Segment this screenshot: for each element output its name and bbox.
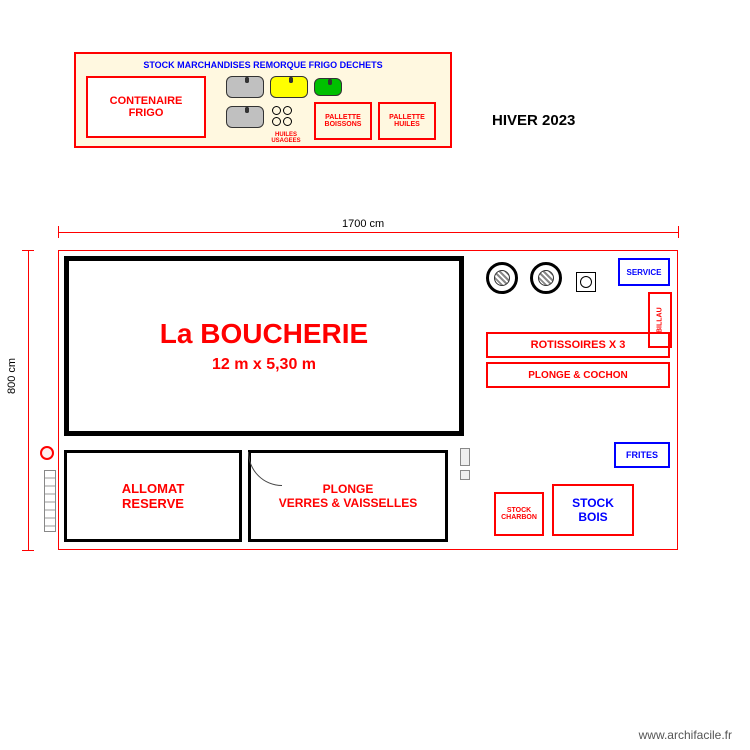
- season-label: HIVER 2023: [492, 112, 575, 129]
- pallette-huiles: PALLETTE HUILES: [378, 102, 436, 140]
- dim-horizontal-tick-l: [58, 226, 59, 238]
- huiles-usagees-label: HUILES USAGEES: [266, 132, 306, 144]
- plonge-cochon-box: PLONGE & COCHON: [486, 362, 670, 388]
- rotisserie-circle-2: [530, 262, 562, 294]
- footer-link[interactable]: www.archifacile.fr: [639, 728, 732, 742]
- side-rack: [44, 470, 56, 532]
- stock-charbon-box: STOCK CHARBON: [494, 492, 544, 536]
- small-equipment-icon: [576, 272, 596, 292]
- dim-horizontal: [58, 232, 678, 233]
- stock-panel-title: STOCK MARCHANDISES REMORQUE FRIGO DECHET…: [76, 60, 450, 70]
- dim-height-label: 800 cm: [6, 354, 18, 398]
- boucherie-subtitle: 12 m x 5,30 m: [212, 356, 316, 374]
- pallette-boissons: PALLETTE BOISSONS: [314, 102, 372, 140]
- car-green: [314, 78, 342, 96]
- car-grey-2: [226, 106, 264, 128]
- allomat-reserve-box: ALLOMAT RESERVE: [64, 450, 242, 542]
- side-equipment-icon: [40, 446, 54, 460]
- frites-box: FRITES: [614, 442, 670, 468]
- car-yellow: [270, 76, 308, 98]
- stock-bois-box: STOCK BOIS: [552, 484, 634, 536]
- rotissoires-box: ROTISSOIRES X 3: [486, 332, 670, 358]
- small-box-2: [460, 470, 470, 480]
- dim-horizontal-tick-r: [678, 226, 679, 238]
- dim-vertical-tick-t: [22, 250, 34, 251]
- dim-width-label: 1700 cm: [338, 218, 388, 230]
- rotisserie-circle-1: [486, 262, 518, 294]
- boucherie-title: La BOUCHERIE: [160, 318, 368, 350]
- car-grey-1: [226, 76, 264, 98]
- barrels-icon: [272, 106, 296, 130]
- small-box-1: [460, 448, 470, 466]
- dim-vertical: [28, 250, 29, 550]
- contenaire-frigo: CONTENAIRE FRIGO: [86, 76, 206, 138]
- service-box: SERVICE: [618, 258, 670, 286]
- boucherie-room: La BOUCHERIE 12 m x 5,30 m: [64, 256, 464, 436]
- dim-vertical-tick-b: [22, 550, 34, 551]
- stock-panel: STOCK MARCHANDISES REMORQUE FRIGO DECHET…: [74, 52, 452, 148]
